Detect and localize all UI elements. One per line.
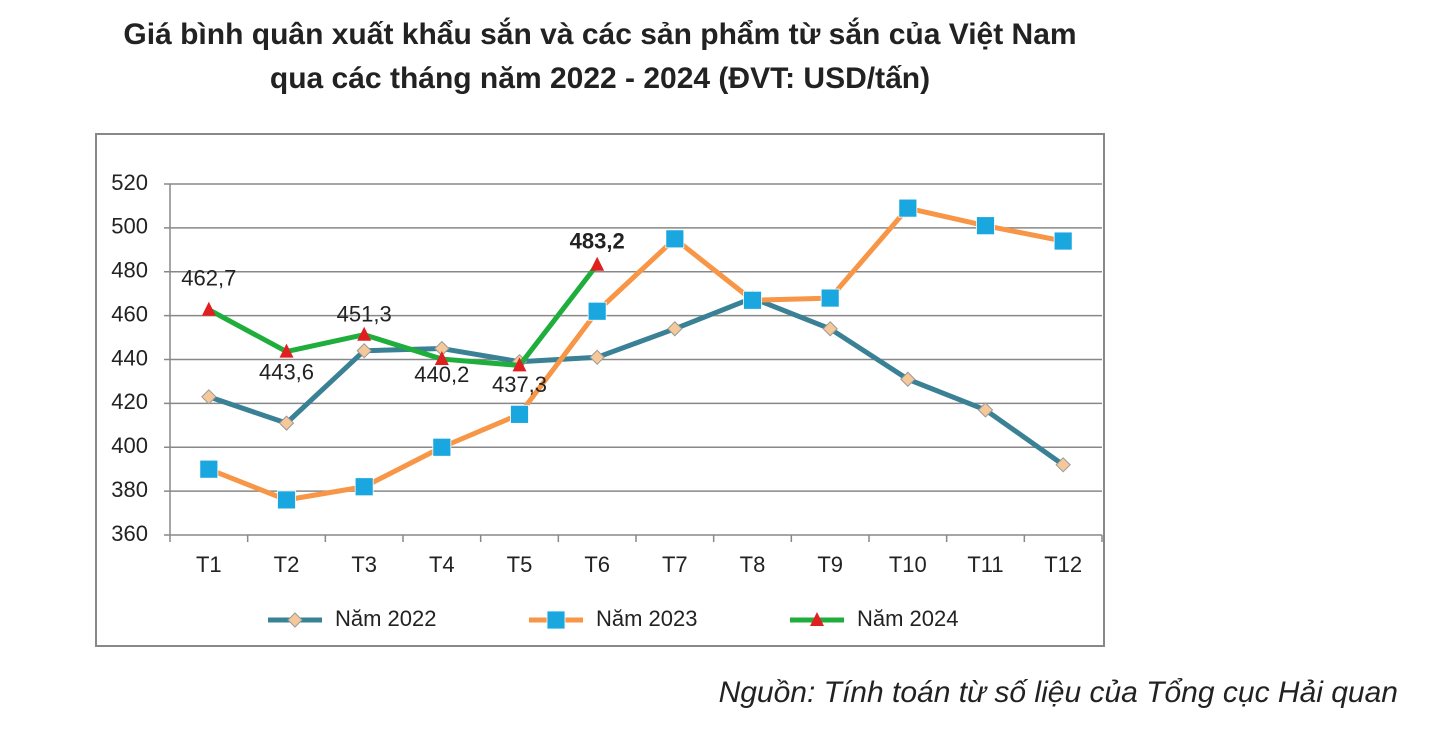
x-tick-label: T1	[196, 552, 222, 577]
x-tick-label: T3	[351, 552, 377, 577]
marker	[1055, 457, 1071, 473]
marker	[356, 343, 372, 359]
x-tick-label: T7	[662, 552, 688, 577]
x-tick-label: T5	[507, 552, 533, 577]
data-label: 443,6	[259, 359, 314, 384]
x-tick-label: T2	[274, 552, 300, 577]
chart-title: qua các tháng năm 2022 - 2024 (ĐVT: USD/…	[270, 62, 930, 95]
y-tick-label: 460	[111, 301, 148, 326]
y-tick-label: 420	[111, 389, 148, 414]
marker	[667, 321, 683, 337]
x-tick-label: T11	[967, 552, 1003, 577]
chart-title: Giá bình quân xuất khẩu sắn và các sản p…	[123, 17, 1076, 51]
marker	[587, 301, 607, 321]
chart-frame	[95, 133, 1105, 647]
marker	[354, 477, 374, 497]
y-tick-label: 380	[111, 477, 148, 502]
data-label: 437,3	[492, 372, 547, 397]
marker	[287, 612, 303, 628]
marker	[432, 437, 452, 457]
marker	[199, 459, 219, 479]
source-note: Nguồn: Tính toán từ số liệu của Tổng cục…	[719, 676, 1398, 709]
marker	[589, 349, 605, 366]
marker	[590, 256, 605, 271]
y-tick-label: 440	[111, 345, 148, 370]
y-tick-label: 520	[111, 170, 148, 195]
marker	[201, 301, 216, 316]
x-tick-label: T6	[584, 552, 610, 577]
marker	[512, 357, 527, 372]
marker	[810, 612, 824, 626]
data-label: 483,2	[570, 229, 625, 254]
marker	[434, 351, 449, 366]
y-tick-label: 500	[111, 214, 148, 239]
marker	[820, 288, 840, 308]
marker	[279, 343, 294, 358]
y-tick-label: 400	[111, 433, 148, 458]
data-label: 462,7	[181, 266, 236, 291]
marker	[278, 415, 295, 431]
marker	[357, 326, 372, 341]
x-tick-label: T10	[889, 552, 927, 577]
marker	[976, 216, 995, 236]
series-line	[207, 263, 600, 368]
marker	[1053, 231, 1073, 251]
data-label: 440,2	[414, 362, 469, 387]
marker	[510, 404, 529, 424]
marker	[277, 490, 296, 510]
marker	[900, 371, 916, 387]
marker	[898, 198, 918, 218]
legend-label: Năm 2023	[596, 606, 698, 631]
marker	[743, 290, 762, 310]
marker	[822, 321, 838, 337]
data-label: 451,3	[337, 302, 392, 327]
legend-label: Năm 2024	[857, 606, 959, 631]
x-tick-label: T8	[740, 552, 766, 577]
series-line	[208, 295, 1065, 467]
y-tick-label: 360	[111, 521, 148, 546]
x-tick-label: T12	[1044, 552, 1082, 577]
marker	[201, 389, 217, 405]
marker	[665, 229, 685, 249]
legend-label: Năm 2022	[335, 606, 437, 631]
y-tick-label: 480	[111, 258, 148, 283]
series-line	[207, 205, 1064, 503]
x-tick-label: T4	[429, 552, 455, 577]
marker	[977, 402, 994, 418]
x-tick-label: T9	[817, 552, 843, 577]
marker	[546, 610, 566, 630]
